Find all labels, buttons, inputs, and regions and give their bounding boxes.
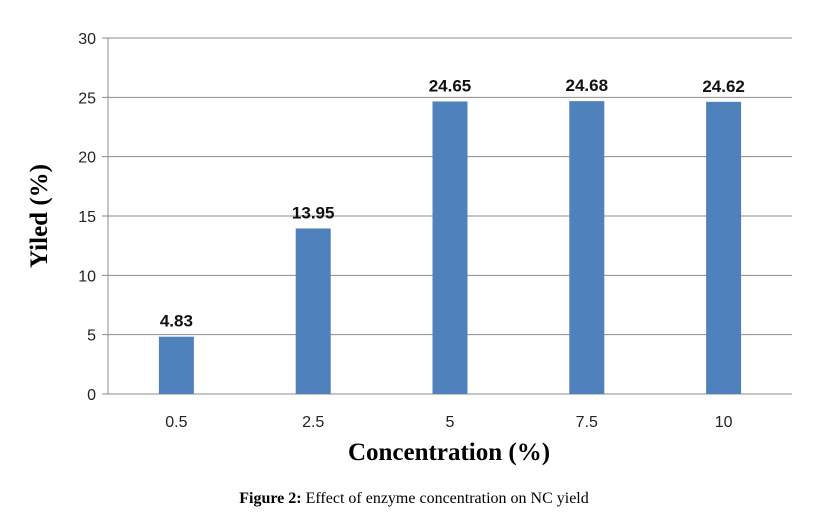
x-tick-label: 10 — [715, 414, 733, 431]
bar — [295, 228, 331, 394]
bar — [569, 101, 605, 394]
figure-caption: Figure 2: Effect of enzyme concentration… — [0, 490, 828, 508]
data-label: 4.83 — [160, 312, 193, 331]
bars — [158, 101, 742, 395]
bar-chart: 0 5 10 15 20 25 30 4.83 13.95 24.65 24.68 24.62 0.… — [26, 31, 792, 466]
x-tick-label: 5 — [446, 414, 455, 431]
y-tick-label: 10 — [78, 268, 96, 285]
y-tick-label: 5 — [87, 328, 96, 345]
y-tick-labels: 0 5 10 15 20 25 30 — [78, 31, 96, 404]
data-label: 24.65 — [429, 76, 472, 95]
data-label: 13.95 — [292, 203, 335, 222]
y-tick-label: 30 — [78, 31, 96, 48]
y-axis-title: Yiled (%) — [26, 164, 53, 268]
y-tick-label: 25 — [78, 90, 96, 107]
x-axis-title: Concentration (%) — [348, 439, 550, 466]
y-tick-label: 0 — [87, 387, 96, 404]
bar — [432, 101, 468, 394]
x-tick-labels: 0.5 2.5 5 7.5 10 — [165, 414, 732, 431]
y-tick-label: 15 — [78, 209, 96, 226]
x-tick-label: 7.5 — [576, 414, 598, 431]
data-label: 24.68 — [566, 76, 609, 95]
x-tick-label: 2.5 — [302, 414, 324, 431]
x-tick-label: 0.5 — [165, 414, 187, 431]
bar — [158, 336, 194, 394]
figure-caption-label: Figure 2: — [239, 490, 302, 507]
data-labels: 4.83 13.95 24.65 24.68 24.62 — [160, 76, 745, 331]
figure-caption-text: Effect of enzyme concentration on NC yie… — [301, 490, 589, 507]
bar — [706, 101, 742, 395]
y-tick-label: 20 — [78, 150, 96, 167]
data-label: 24.62 — [702, 77, 745, 96]
